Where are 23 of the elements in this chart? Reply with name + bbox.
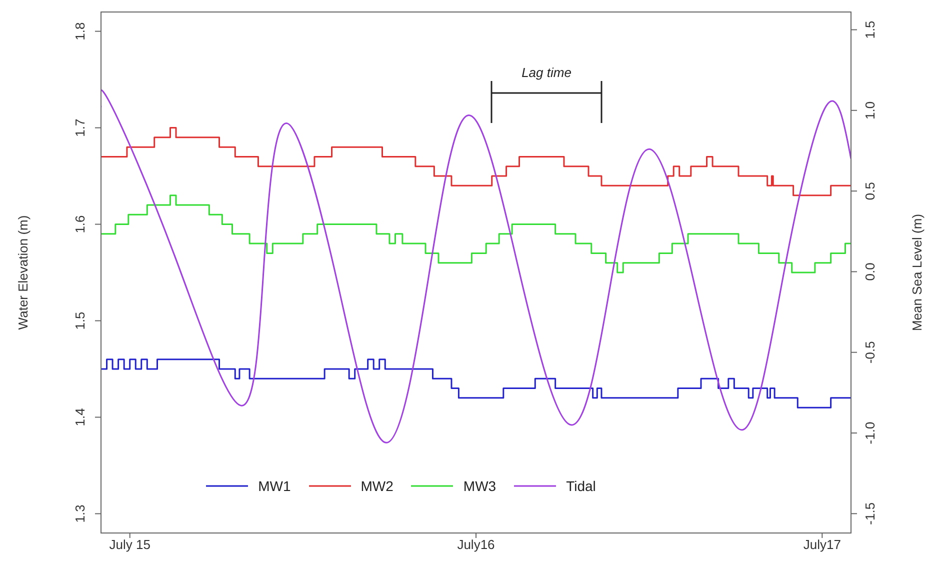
y2-axis-title: Mean Sea Level (m) [909,214,924,332]
legend-label: MW1 [258,478,291,494]
y-tick-label: 1.3 [72,504,88,523]
y2-tick-label: 1.0 [862,101,878,120]
legend-label: MW2 [360,478,394,494]
y2-tick-label: -0.5 [862,341,878,364]
y-tick-label: 1.6 [72,215,88,234]
y-tick-label: 1.8 [72,22,88,40]
y2-tick-label: 0.0 [862,262,878,281]
y-tick-label: 1.5 [72,312,88,330]
annotation: Lag time [522,65,572,80]
y-tick-label: 1.7 [72,118,88,137]
x-tick-label: July 15 [109,537,150,552]
y2-tick-label: -1.5 [862,502,878,525]
y2-tick-label: -1.0 [862,422,878,444]
y2-tick-label: 1.5 [862,20,878,39]
y-axis-title: Water Elevation (m) [15,215,30,330]
y2-tick-label: 0.5 [862,182,878,200]
legend-label: Tidal [566,478,596,494]
x-tick-label: July16 [457,537,495,552]
x-tick-label: July17 [803,537,841,552]
y-tick-label: 1.4 [72,408,88,426]
legend-label: MW3 [463,478,496,494]
